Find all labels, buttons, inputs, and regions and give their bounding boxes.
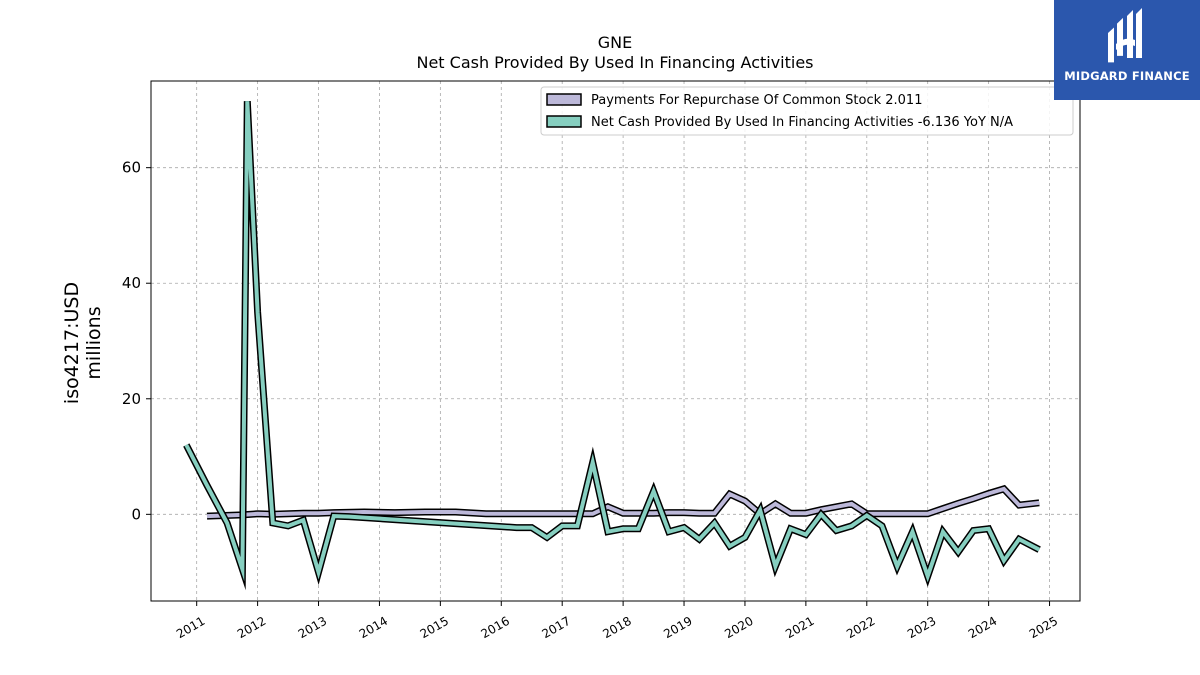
legend-label-repurchase: Payments For Repurchase Of Common Stock … — [591, 93, 922, 108]
series-line-repurchase — [206, 486, 1040, 519]
x-tick-label: 2020 — [722, 614, 755, 641]
logo-mark-icon — [1108, 8, 1142, 63]
x-tick-label: 2014 — [357, 614, 390, 641]
x-tick-label: 2015 — [418, 614, 451, 641]
y-axis-label-line1: iso4217:USD — [61, 282, 83, 404]
x-tick-label: 2022 — [844, 614, 877, 641]
y-tick-label: 60 — [122, 159, 141, 177]
y-axis-label-line2: millions — [83, 306, 105, 379]
x-tick-label: 2021 — [783, 614, 816, 641]
legend-box — [540, 86, 1074, 136]
legend-label-financing: Net Cash Provided By Used In Financing A… — [591, 115, 1013, 130]
x-tick-label: 2011 — [174, 614, 207, 641]
x-tick-label: 2025 — [1027, 614, 1060, 641]
legend: Payments For Repurchase Of Common Stock … — [540, 86, 1074, 136]
x-tick-label: 2024 — [966, 614, 999, 641]
logo-text: MIDGARD FINANCE — [1064, 69, 1190, 83]
x-tick-label: 2018 — [600, 614, 633, 641]
y-tick-label: 0 — [131, 505, 141, 523]
chart-subtitle: Net Cash Provided By Used In Financing A… — [416, 53, 813, 72]
x-tick-label: 2023 — [905, 614, 938, 641]
x-axis: 2011 2012 2013 2014 2015 2016 2017 2018 2019 2020… — [174, 601, 1060, 641]
x-tick-label: 2017 — [539, 614, 572, 641]
legend-swatch-repurchase — [546, 93, 582, 106]
x-tick-label: 2012 — [235, 614, 268, 641]
brand-logo: MIDGARD FINANCE — [1054, 0, 1200, 100]
x-tick-label: 2016 — [479, 614, 512, 641]
x-tick-label: 2019 — [661, 614, 694, 641]
series-outline-financing — [183, 101, 1041, 591]
x-tick-label: 2013 — [296, 614, 329, 641]
series-line-financing — [184, 101, 1041, 583]
series-layer — [183, 101, 1041, 591]
y-tick-label: 20 — [122, 390, 141, 408]
y-axis: 0 20 40 60 — [122, 159, 151, 523]
chart-title: GNE — [598, 33, 632, 52]
y-tick-label: 40 — [122, 274, 141, 292]
plot-frame — [150, 80, 1081, 602]
legend-swatch-financing — [546, 115, 582, 128]
